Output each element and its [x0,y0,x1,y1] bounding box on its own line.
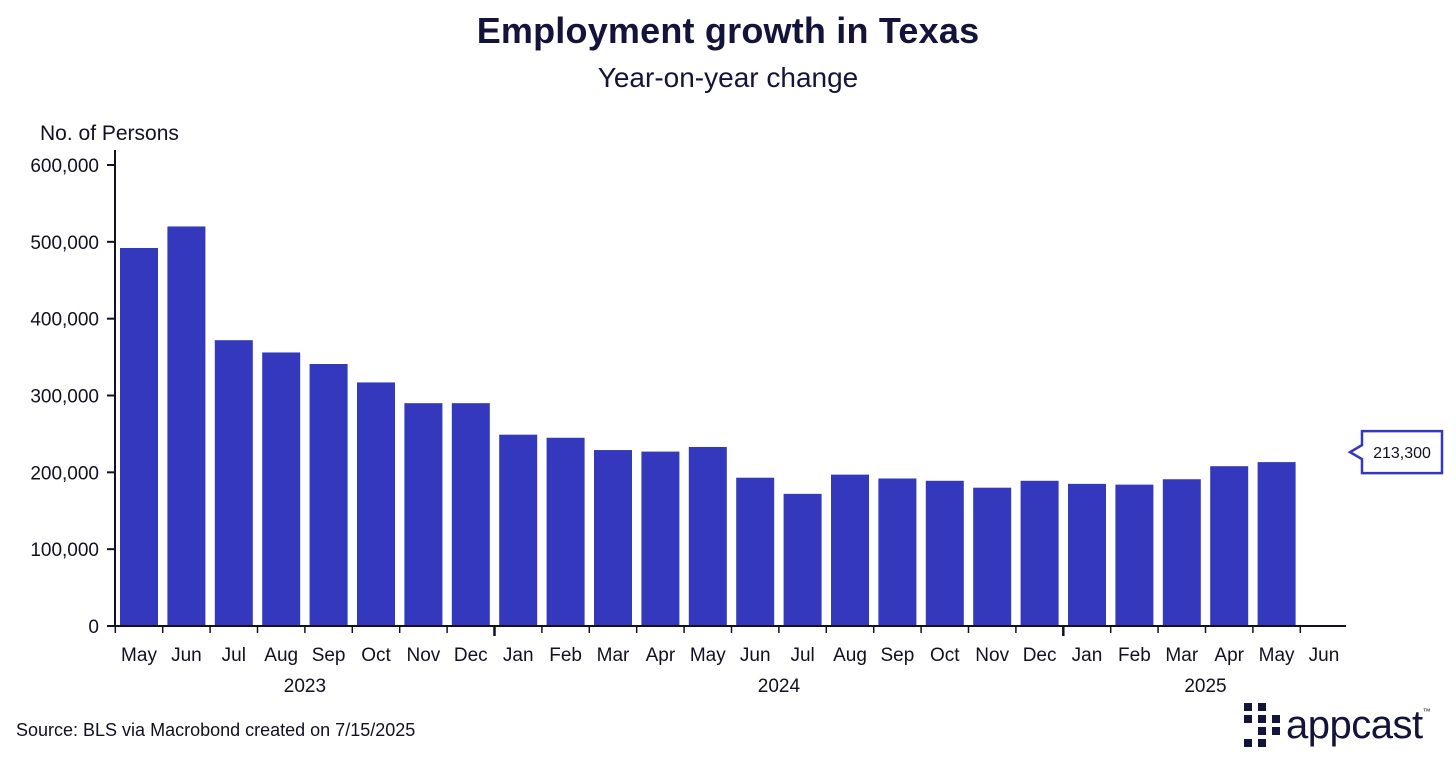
bar [1210,466,1249,626]
y-tick-label: 300,000 [30,387,99,408]
x-tick-label: Feb [549,645,582,666]
appcast-logo-icon [1244,703,1280,747]
bar [262,352,301,626]
x-tick-label: Jun [740,645,771,666]
x-tick-label: Jul [790,645,814,666]
year-label: 2025 [1184,676,1226,697]
x-tick-label: Jun [171,645,202,666]
x-tick-label: Sep [880,645,914,666]
bar [641,451,680,626]
bar [167,226,206,626]
bar [973,487,1012,626]
x-tick-label: Jun [1309,645,1340,666]
x-tick-label: Jan [503,645,534,666]
y-tick-label: 600,000 [30,156,99,177]
y-axis: 0 100,000 200,000 300,000 400,000 500,000 600,… [30,150,116,638]
bar [878,478,917,626]
x-tick-label: Dec [1023,645,1057,666]
bar [688,446,727,626]
bar [120,247,158,627]
year-label: 2023 [284,676,326,697]
bar [214,340,253,626]
bar [309,363,348,626]
x-tick-label: Apr [646,645,676,666]
callout-box [1347,429,1444,475]
bar [1068,483,1106,626]
bar [451,403,490,626]
x-tick-label: May [690,645,726,666]
x-tick-label: Feb [1118,645,1151,666]
x-tick-label: May [121,645,157,666]
year-label: 2024 [758,676,801,697]
x-tick-label: Mar [1165,645,1198,666]
trademark-mark: ™ [1422,706,1431,716]
bar [925,480,964,626]
x-tick-label: Jan [1072,645,1103,666]
y-tick-label: 400,000 [30,310,99,331]
bar [357,382,395,626]
x-tick-label: Aug [833,645,867,666]
x-tick-label: Oct [361,645,391,666]
bar [404,403,443,626]
bar [594,450,632,626]
bar [1257,462,1296,626]
x-tick-label: Dec [454,645,488,666]
x-tick-label: Jul [222,645,246,666]
callout-label: 213,300 [1373,445,1431,462]
bar [736,477,775,626]
source-note: Source: BLS via Macrobond created on 7/1… [16,720,416,740]
x-tick-label: Mar [597,645,630,666]
x-tick-label: Sep [312,645,346,666]
bar [499,434,538,626]
y-axis-label: No. of Persons [40,122,179,145]
x-axis: May Jun Jul Aug Sep Oct Nov Dec Jan Feb Mar Apr May J… [114,625,1346,697]
appcast-logo-text: appcast [1286,702,1423,747]
y-tick-label: 200,000 [30,463,99,484]
appcast-logo: appcast ™ [1244,700,1431,750]
bar [546,437,585,626]
x-tick-label: Nov [407,645,441,666]
y-tick-label: 0 [88,617,99,638]
bar [1020,480,1059,626]
x-tick-label: Aug [264,645,298,666]
bar [831,474,869,626]
y-tick-label: 100,000 [30,540,99,561]
y-tick-label: 500,000 [30,233,99,254]
chart-title: Employment growth in Texas [476,10,980,51]
chart-subtitle: Year-on-year change [597,62,859,93]
x-tick-label: Oct [930,645,960,666]
value-callout: 213,300 [1347,429,1444,475]
bar [1115,484,1154,626]
bars [120,226,1296,627]
x-tick-label: Apr [1214,645,1244,666]
x-tick-label: May [1259,645,1295,666]
bar [783,493,822,626]
bar [1162,479,1201,626]
x-tick-label: Nov [975,645,1009,666]
